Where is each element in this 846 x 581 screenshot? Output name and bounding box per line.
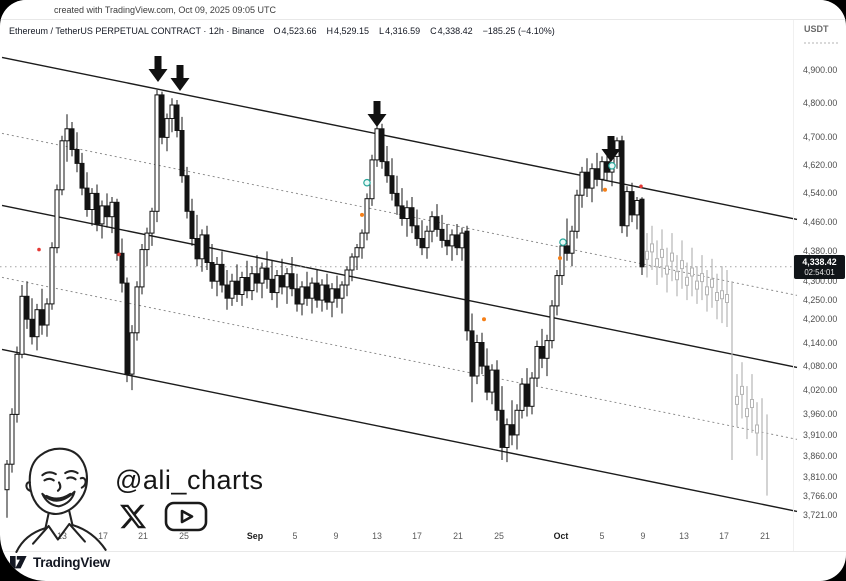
time-tick-day: 25 (179, 531, 189, 541)
time-tick-day: 17 (412, 531, 422, 541)
time-tick-day: 9 (640, 531, 646, 541)
price-tick-label: 4,200.00 (803, 314, 838, 324)
candles (4, 89, 645, 518)
time-tick-day: 13 (57, 531, 67, 541)
symbol-title: Ethereum / TetherUS PERPETUAL CONTRACT ·… (9, 25, 265, 36)
last-price-badge: 4,338.42 02:54:01 (794, 255, 845, 279)
created-with-text: created with TradingView.com, Oct 09, 20… (54, 5, 276, 15)
time-tick-day: 5 (599, 531, 605, 541)
price-tick-label: 4,250.00 (803, 295, 838, 305)
price-tick-label: 4,380.00 (803, 246, 838, 256)
tradingview-mark-icon (10, 556, 27, 569)
author-handle: @ali_charts (115, 465, 264, 495)
price-tick-label: 3,860.00 (803, 451, 838, 461)
youtube-icon[interactable] (164, 501, 208, 532)
time-tick-month: Oct (553, 531, 569, 541)
price-tick-label: 4,460.00 (803, 217, 838, 227)
time-tick-day: 9 (333, 531, 339, 541)
last-price-value: 4,338.42 (802, 257, 837, 267)
price-tick-label: 4,700.00 (803, 132, 838, 142)
x-twitter-icon[interactable] (118, 502, 148, 531)
time-tick-day: 5 (292, 531, 298, 541)
faded-price-row (804, 42, 838, 44)
tradingview-logo[interactable]: TradingView (10, 555, 110, 570)
price-tick-label: 4,300.00 (803, 276, 838, 286)
author-face-drawing (15, 447, 107, 553)
footer-divider (0, 551, 846, 552)
created-with-bar: created with TradingView.com, Oct 09, 20… (0, 0, 846, 20)
price-tick-label: 3,766.00 (803, 491, 838, 501)
price-tick-label: 3,810.00 (803, 472, 838, 482)
price-tick-label: 4,540.00 (803, 188, 838, 198)
ohlc-close: C4,338.42 (430, 25, 473, 36)
price-tick-label: 4,800.00 (803, 98, 838, 108)
time-tick-day: 13 (372, 531, 382, 541)
author-watermark: @ali_charts (8, 443, 263, 553)
time-tick-day: 21 (760, 531, 770, 541)
price-tick-label: 3,910.00 (803, 430, 838, 440)
time-axis[interactable]: 13 17 21 25 Sep 5 9 13 17 21 25 Oct 5 9 13 17 21 (0, 528, 793, 551)
time-tick-day: 21 (453, 531, 463, 541)
time-tick-day: 21 (138, 531, 148, 541)
trend-channel-lines (1, 56, 798, 513)
sell-signal-arrows (148, 56, 621, 162)
price-axis[interactable]: USDT 4,900.00 4,800.00 4,700.00 4,620.00 4,5… (793, 20, 846, 551)
price-tick-label: 4,020.00 (803, 385, 838, 395)
price-tick-label: 4,080.00 (803, 361, 838, 371)
price-tick-label: 3,721.00 (803, 510, 838, 520)
tradingview-brand-text: TradingView (33, 555, 111, 570)
time-tick-day: 17 (719, 531, 729, 541)
ghost-projection-bars (645, 225, 768, 496)
signal-markers (37, 162, 643, 322)
ohlc-low: L4,316.59 (379, 25, 421, 36)
ohlc-high: H4,529.15 (326, 25, 370, 36)
change-value: −185.25 (−4.10%) (482, 25, 555, 36)
time-tick-day: 17 (98, 531, 108, 541)
ohlc-open: O4,523.66 (273, 25, 317, 36)
price-tick-label: 4,900.00 (803, 65, 838, 75)
time-tick-day: 13 (679, 531, 689, 541)
currency-label: USDT (804, 24, 829, 34)
price-tick-label: 4,140.00 (803, 338, 838, 348)
bar-countdown: 02:54:01 (804, 267, 835, 277)
price-tick-label: 4,620.00 (803, 160, 838, 170)
time-tick-day: 25 (494, 531, 504, 541)
time-tick-month: Sep (246, 531, 264, 541)
symbol-header[interactable]: Ethereum / TetherUS PERPETUAL CONTRACT ·… (0, 21, 789, 40)
price-tick-label: 3,960.00 (803, 409, 838, 419)
